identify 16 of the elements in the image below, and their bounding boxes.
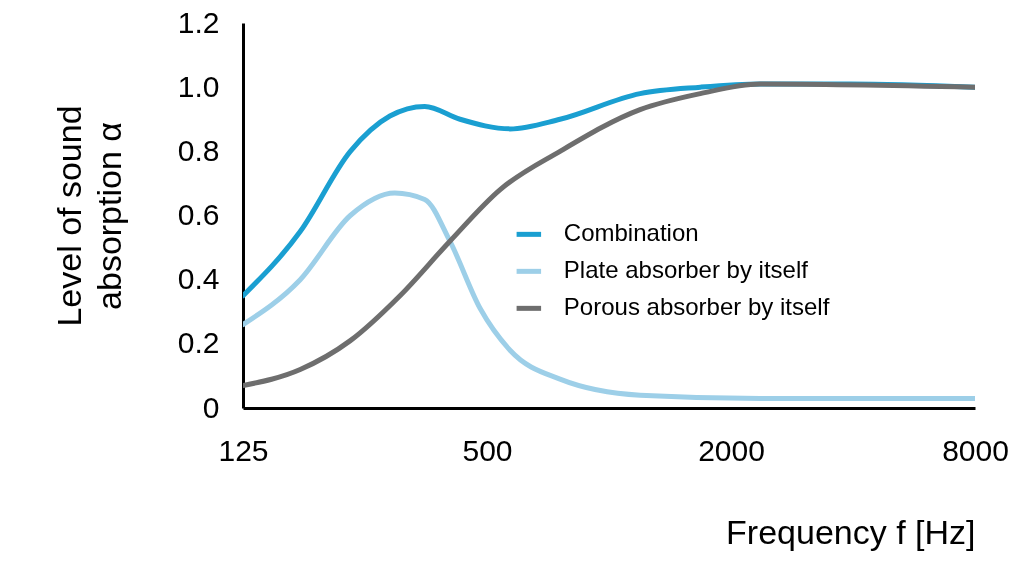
x-tick-label: 125 xyxy=(218,433,269,467)
y-tick-label: 1.2 xyxy=(177,5,220,39)
x-tick-label: 8000 xyxy=(942,433,1009,467)
y-axis-title: Level of sound absorption α xyxy=(49,105,128,327)
y-tick-label: 0 xyxy=(202,390,220,424)
x-tick-label: 2000 xyxy=(698,433,765,467)
legend-label: Plate absorber by itself xyxy=(563,256,809,284)
y-tick-label: 1.0 xyxy=(177,69,220,103)
legend-label: Combination xyxy=(563,219,699,247)
y-tick-label: 0.2 xyxy=(177,326,220,360)
legend-label: Porous absorber by itself xyxy=(563,293,830,321)
y-tick-label: 0.6 xyxy=(177,198,220,231)
x-tick-label: 500 xyxy=(462,433,513,467)
y-tick-label: 0.8 xyxy=(177,133,220,167)
y-tick-label: 0.4 xyxy=(177,262,220,296)
x-axis-title: Frequency f [Hz] xyxy=(726,512,976,551)
